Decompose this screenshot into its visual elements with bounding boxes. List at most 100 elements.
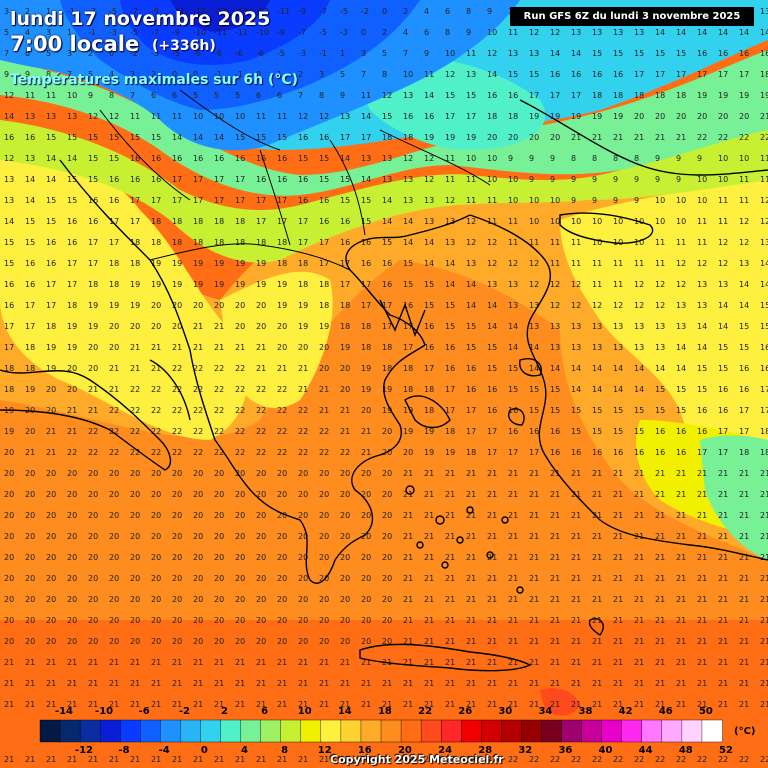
legend-tick-label: 24 [438,745,452,756]
grid-value: 20 [193,532,203,541]
grid-value: 22 [739,133,749,142]
grid-value: 17 [424,364,434,373]
grid-value: 13 [760,238,768,247]
grid-value: 20 [151,553,161,562]
grid-value: 17 [109,217,119,226]
grid-value: 12 [739,238,749,247]
grid-value: 15 [130,133,140,142]
grid-value: 16 [4,301,14,310]
grid-value: 21 [718,616,728,625]
grid-value: 20 [382,616,392,625]
grid-value: 10 [676,196,686,205]
grid-value: 10 [403,70,413,79]
grid-value: 21 [550,574,560,583]
grid-value: 10 [697,175,707,184]
grid-value: 21 [445,616,455,625]
grid-value: 20 [46,637,56,646]
grid-value: 17 [193,175,203,184]
grid-value: 21 [508,490,518,499]
grid-value: 20 [193,301,203,310]
grid-value: 13 [634,343,644,352]
grid-value: 18 [508,112,518,121]
grid-value: -10 [256,28,269,37]
grid-value: 19 [214,259,224,268]
grid-value: 22 [235,406,245,415]
grid-value: 20 [235,490,245,499]
grid-value: 21 [592,574,602,583]
grid-value: 13 [487,280,497,289]
grid-value: 20 [235,616,245,625]
grid-value: 20 [4,511,14,520]
grid-value: 22 [760,133,768,142]
legend-tick-label: 6 [261,706,268,717]
grid-value: 21 [193,658,203,667]
grid-value: 16 [676,448,686,457]
grid-value: 20 [67,553,77,562]
grid-value: 21 [466,679,476,688]
grid-value: 18 [4,385,14,394]
grid-value: 11 [613,259,623,268]
grid-value: 15 [550,406,560,415]
grid-value: 15 [298,154,308,163]
grid-value: 21 [613,553,623,562]
grid-value: 21 [655,553,665,562]
grid-value: 17 [235,196,245,205]
grid-value: 21 [697,616,707,625]
grid-value: 14 [697,322,707,331]
grid-value: 20 [172,511,182,520]
grid-value: 22 [277,427,287,436]
grid-value: 15 [361,196,371,205]
grid-value: 21 [46,658,56,667]
grid-value: 18 [403,133,413,142]
grid-value: 21 [592,679,602,688]
grid-value: 18 [214,217,224,226]
grid-value: 20 [151,469,161,478]
grid-value: 16 [760,364,768,373]
grid-value: 20 [109,595,119,604]
grid-value: 22 [256,427,266,436]
grid-value: 21 [634,469,644,478]
grid-value: 20 [361,532,371,541]
grid-value: 21 [88,700,98,709]
grid-value: 12 [739,217,749,226]
grid-value: 10 [550,217,560,226]
grid-value: 15 [67,196,77,205]
grid-value: 15 [655,385,665,394]
grid-value: 11 [739,175,749,184]
grid-value: 21 [403,490,413,499]
grid-value: 14 [676,364,686,373]
grid-value: 21 [193,700,203,709]
grid-value: 21 [676,679,686,688]
grid-value: 20 [382,427,392,436]
grid-value: 14 [445,259,455,268]
grid-value: 15 [277,133,287,142]
grid-value: 11 [445,154,455,163]
legend-swatch [140,719,162,743]
grid-value: 21 [403,553,413,562]
grid-value: 21 [739,637,749,646]
grid-value: 9 [655,154,660,163]
grid-value: 21 [529,658,539,667]
grid-value: 10 [508,196,518,205]
grid-value: 20 [25,511,35,520]
grid-value: 21 [592,511,602,520]
grid-value: 20 [382,553,392,562]
grid-value: 10 [655,217,665,226]
grid-value: 12 [403,154,413,163]
grid-value: 19 [592,112,602,121]
grid-value: 19 [67,322,77,331]
grid-value: 20 [25,574,35,583]
grid-value: 19 [403,427,413,436]
grid-value: 14 [487,322,497,331]
grid-value: 20 [382,490,392,499]
grid-value: 18 [382,343,392,352]
grid-value: 21 [361,427,371,436]
grid-value: 21 [193,755,203,764]
grid-value: 21 [487,616,497,625]
grid-value: 21 [508,595,518,604]
grid-value: 14 [445,280,455,289]
grid-value: 13 [25,154,35,163]
grid-value: 21 [298,364,308,373]
grid-value: 21 [403,511,413,520]
grid-value: 22 [172,385,182,394]
